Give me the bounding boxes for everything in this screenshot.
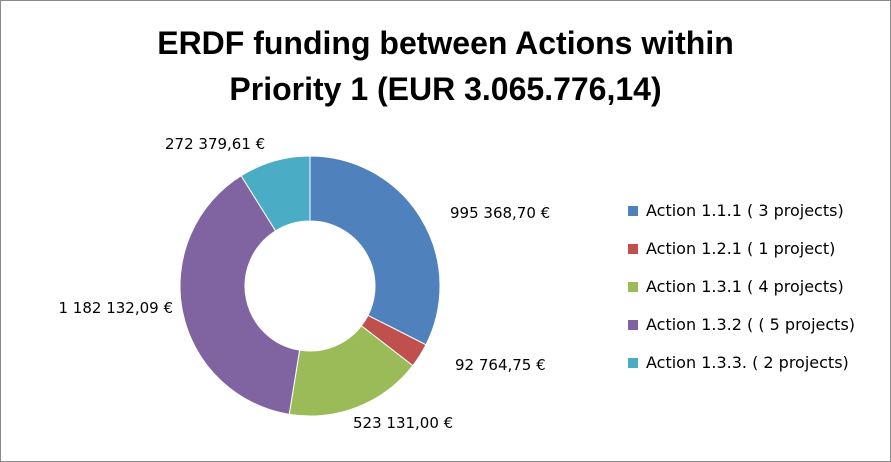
data-label-3: 523 131,00 € (353, 414, 453, 432)
legend-label-4: Action 1.3.2 ( ( 5 projects) (646, 315, 856, 334)
chart-title-line-2: Priority 1 (EUR 3.065.776,14) (229, 71, 662, 107)
data-label-5: 272 379,61 € (165, 135, 265, 153)
data-label-2: 92 764,75 € (455, 356, 546, 374)
legend-label-2: Action 1.2.1 ( 1 project) (646, 239, 836, 258)
legend-swatch-5 (628, 358, 638, 368)
legend-label-3: Action 1.3.1 ( 4 projects) (646, 277, 844, 296)
legend-label-5: Action 1.3.3. ( 2 projects) (646, 353, 849, 372)
data-label-4: 1 182 132,09 € (58, 299, 173, 317)
doughnut-slice-5 (240, 155, 311, 232)
legend-label-1: Action 1.1.1 ( 3 projects) (646, 201, 844, 220)
chart-title-line-1: ERDF funding between Actions within (157, 25, 734, 61)
chart-title: ERDF funding between Actions within Prio… (0, 20, 891, 112)
legend-swatch-3 (628, 282, 638, 292)
doughnut-slice-4 (179, 175, 301, 415)
doughnut-slices (179, 155, 441, 417)
legend-swatch-2 (628, 244, 638, 254)
legend-swatch-4 (628, 320, 638, 330)
doughnut-slice-1 (309, 155, 441, 346)
data-labels: 995 368,70 € 92 764,75 € 523 131,00 € 1 182… (58, 135, 550, 432)
legend-swatch-1 (628, 206, 638, 216)
data-label-1: 995 368,70 € (450, 204, 550, 222)
